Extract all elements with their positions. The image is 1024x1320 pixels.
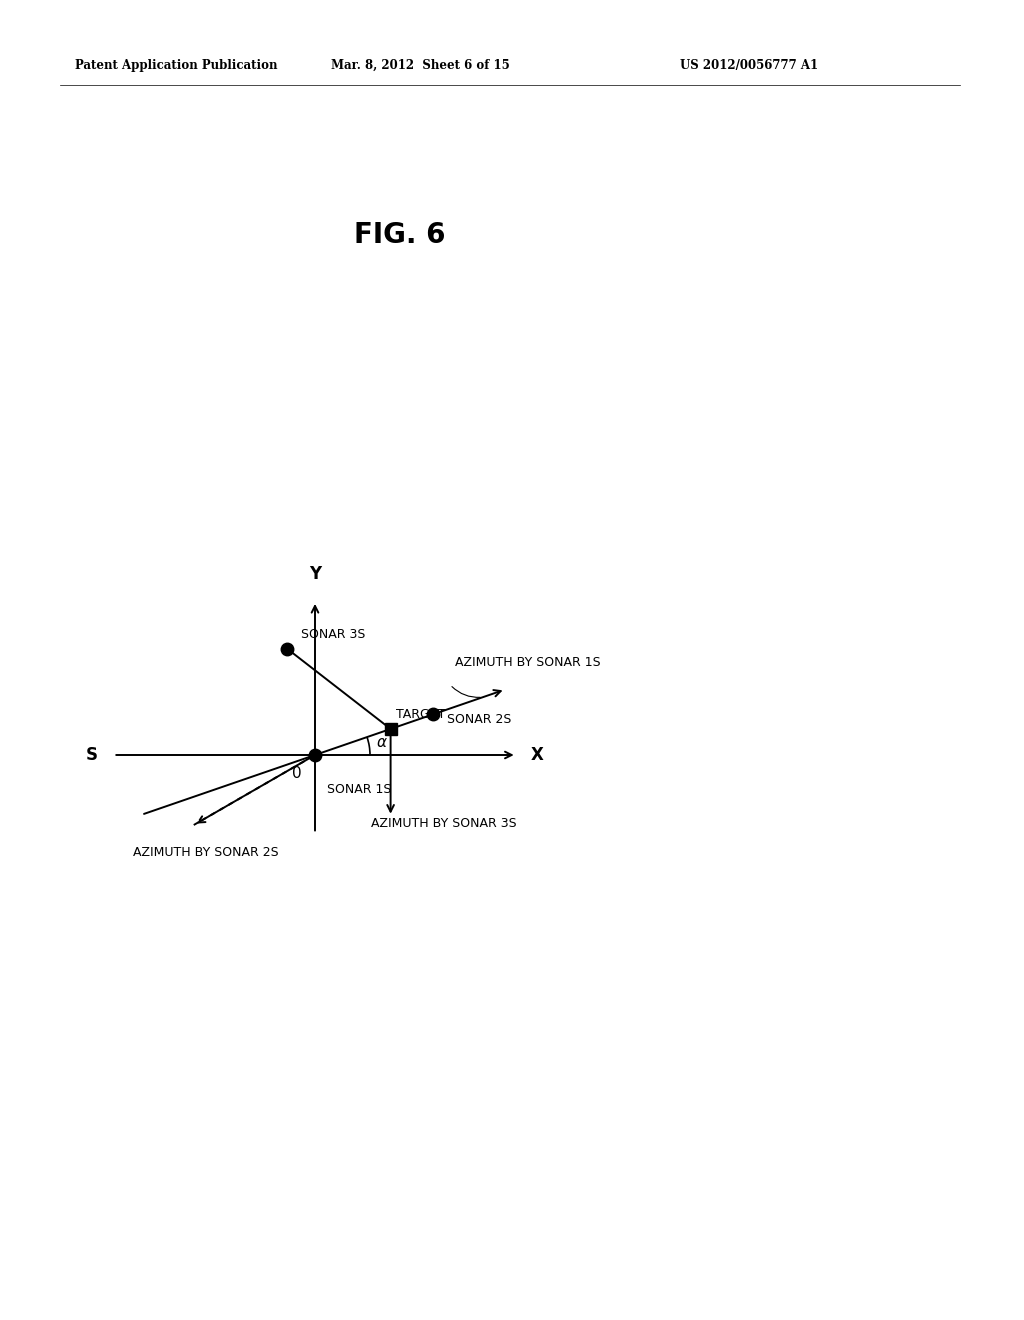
Text: AZIMUTH BY SONAR 1S: AZIMUTH BY SONAR 1S bbox=[455, 656, 601, 669]
Text: S: S bbox=[85, 746, 97, 764]
Text: AZIMUTH BY SONAR 3S: AZIMUTH BY SONAR 3S bbox=[371, 817, 517, 829]
Text: α: α bbox=[377, 735, 387, 750]
Text: AZIMUTH BY SONAR 2S: AZIMUTH BY SONAR 2S bbox=[133, 846, 279, 859]
Text: SONAR 3S: SONAR 3S bbox=[301, 627, 366, 640]
Text: FIG. 6: FIG. 6 bbox=[354, 220, 445, 249]
Text: SONAR 1S: SONAR 1S bbox=[327, 783, 391, 796]
Text: Patent Application Publication: Patent Application Publication bbox=[75, 58, 278, 71]
Text: Mar. 8, 2012  Sheet 6 of 15: Mar. 8, 2012 Sheet 6 of 15 bbox=[331, 58, 509, 71]
Text: TARGET: TARGET bbox=[395, 708, 445, 721]
Text: Y: Y bbox=[309, 565, 322, 583]
Text: SONAR 2S: SONAR 2S bbox=[446, 713, 511, 726]
Text: X: X bbox=[530, 746, 544, 764]
Text: 0: 0 bbox=[292, 766, 302, 780]
Text: US 2012/0056777 A1: US 2012/0056777 A1 bbox=[680, 58, 818, 71]
